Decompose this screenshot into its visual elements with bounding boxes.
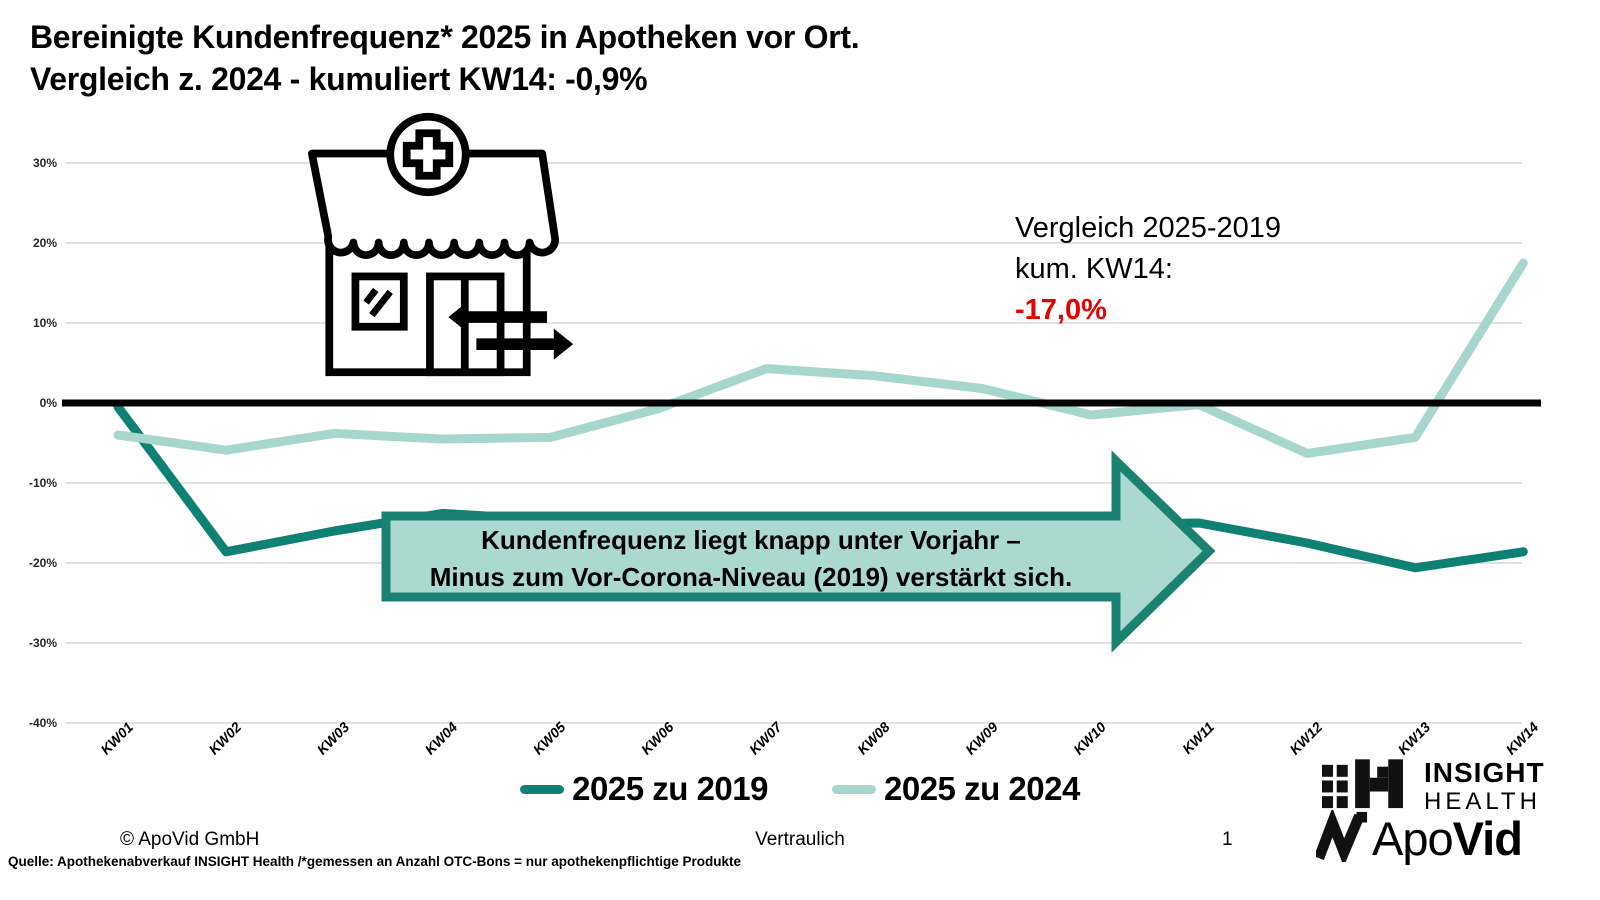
apovid-logo: ApoVid: [1316, 810, 1523, 865]
arrow-banner-line1: Kundenfrequenz liegt knapp unter Vorjahr…: [481, 525, 1021, 555]
y-tick-label: 0%: [40, 396, 58, 410]
x-tick-label: KW12: [1286, 719, 1325, 758]
x-tick-label: KW07: [746, 718, 786, 758]
x-tick-label: KW10: [1070, 719, 1109, 758]
chart-gridlines: [65, 162, 1522, 724]
x-tick-label: KW04: [422, 719, 461, 758]
apovid-logo-part2: Vid: [1452, 812, 1523, 865]
y-tick-label: -40%: [29, 716, 57, 730]
page-title-line1: Bereinigte Kundenfrequenz* 2025 in Apoth…: [30, 19, 860, 55]
chart-legend: 2025 zu 2019 2025 zu 2024: [0, 770, 1600, 808]
window-shine-small: [363, 287, 379, 305]
comparison-value: -17,0%: [1015, 294, 1107, 326]
arrow-banner-line2: Minus zum Vor-Corona-Niveau (2019) verst…: [429, 562, 1073, 592]
legend-swatch-dark-teal: [520, 784, 565, 794]
insight-logo-line1: INSIGHT: [1424, 756, 1545, 788]
y-tick-label: 30%: [33, 156, 57, 170]
legend-label: 2025 zu 2024: [884, 770, 1080, 807]
comparison-line1: Vergleich 2025-2019: [1015, 212, 1282, 244]
y-tick-label: -20%: [29, 556, 57, 570]
copyright-text: © ApoVid GmbH: [120, 829, 260, 850]
comparison-annotation: Vergleich 2025-2019 kum. KW14: -17,0%: [1015, 208, 1281, 331]
insight-health-logo-text: INSIGHT HEALTH: [1424, 756, 1545, 815]
legend-item-2025-2019: 2025 zu 2019: [520, 770, 768, 808]
apovid-logo-icon: [1316, 810, 1368, 862]
legend-label: 2025 zu 2019: [572, 770, 768, 807]
y-tick-label: 20%: [33, 236, 57, 250]
x-tick-label: KW14: [1503, 719, 1542, 758]
apovid-logo-text: ApoVid: [1372, 812, 1523, 865]
x-tick-label: KW08: [854, 719, 893, 758]
y-axis-labels: 30% 20% 10% 0% -10% -20% -30% -40%: [29, 156, 57, 730]
confidential-label: Vertraulich: [755, 829, 845, 850]
arrow-left-icon: [448, 301, 548, 333]
x-tick-label: KW01: [97, 719, 136, 758]
pharmacy-store-icon: [308, 112, 574, 377]
x-tick-label: KW13: [1394, 719, 1433, 758]
page-title-line2: Vergleich z. 2024 - kumuliert KW14: -0,9…: [30, 61, 648, 97]
x-tick-label: KW05: [530, 719, 569, 758]
window-shine-large: [369, 289, 393, 318]
x-axis-labels: KW01 KW02 KW03 KW04 KW05 KW06 KW07 KW08 KW09 KW10…: [97, 718, 1541, 758]
y-tick-label: 10%: [33, 316, 57, 330]
page-number: 1: [1222, 829, 1233, 850]
arrow-banner-text: Kundenfrequenz liegt knapp unter Vorjahr…: [390, 522, 1112, 596]
y-tick-label: -10%: [29, 476, 57, 490]
legend-item-2025-2024: 2025 zu 2024: [832, 770, 1080, 808]
insight-health-logo-icon: [1322, 759, 1403, 809]
insight-logo-line2: HEALTH: [1424, 787, 1541, 815]
y-tick-label: -30%: [29, 636, 57, 650]
page-title: Bereinigte Kundenfrequenz* 2025 in Apoth…: [30, 16, 860, 100]
comparison-line2: kum. KW14:: [1015, 253, 1173, 285]
arrow-right-icon: [476, 328, 574, 360]
x-tick-label: KW06: [638, 719, 677, 758]
apovid-logo-part1: Apo: [1372, 812, 1454, 865]
x-tick-label: KW02: [205, 719, 244, 758]
store-awning: [308, 149, 559, 259]
legend-swatch-light-teal: [832, 784, 876, 794]
x-tick-label: KW09: [962, 719, 1001, 758]
x-tick-label: KW11: [1179, 719, 1217, 757]
insight-health-logo: INSIGHT HEALTH: [1322, 757, 1545, 815]
x-tick-label: KW03: [313, 719, 352, 758]
source-note: Quelle: Apothekenabverkauf INSIGHT Healt…: [8, 854, 742, 869]
pharmacy-cross-icon: [402, 129, 454, 180]
series-line-2025-zu-2024: [113, 258, 1528, 458]
